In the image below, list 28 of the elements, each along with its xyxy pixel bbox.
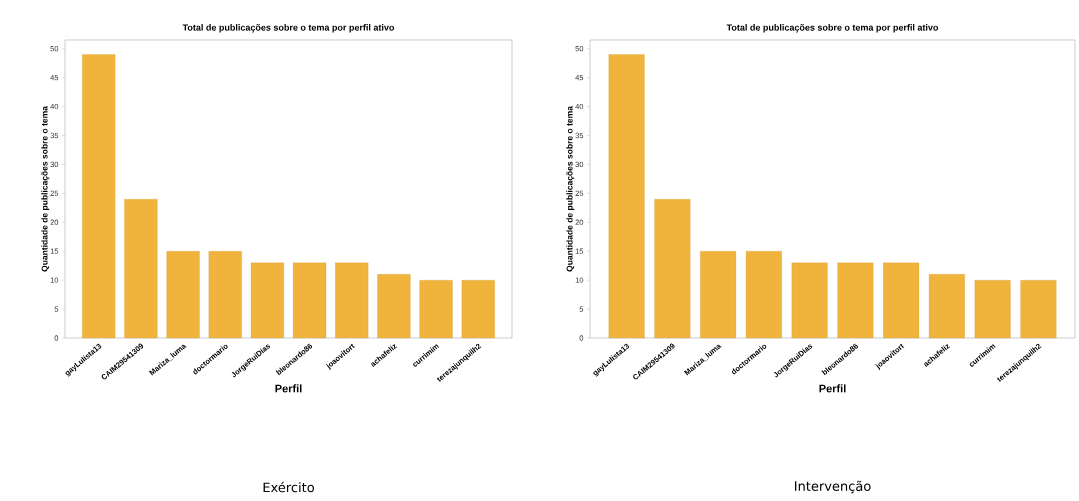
x-axis-title: Perfil [275,384,302,393]
y-axis-title: Quantidade de publicações sobre o tema [41,106,50,272]
bar [745,251,782,339]
text: Exército [263,481,314,493]
x-axis-title: Perfil [819,384,846,393]
bar [461,280,495,339]
bar [335,262,369,339]
bar [208,251,242,339]
bar [124,199,158,339]
text: Intervenção [795,480,871,494]
y-axis-title: Quantidade de publicações sobre o tema [566,106,575,272]
bar [791,262,828,339]
bar [377,274,411,339]
bar [654,199,691,339]
bar [166,251,200,339]
bar [293,262,327,339]
bar [837,262,874,339]
bar [1020,280,1057,339]
bar [883,262,920,339]
chart-title: Total de publicações sobre o tema por perfil ativo [726,24,939,33]
bar [419,280,453,339]
bar [82,54,116,339]
bar [928,274,965,339]
chart-title: Total de publicações sobre o tema por perfil ativo [182,24,395,33]
bar [250,262,284,339]
bar [974,280,1011,339]
bar [700,251,737,339]
bar [608,54,645,339]
